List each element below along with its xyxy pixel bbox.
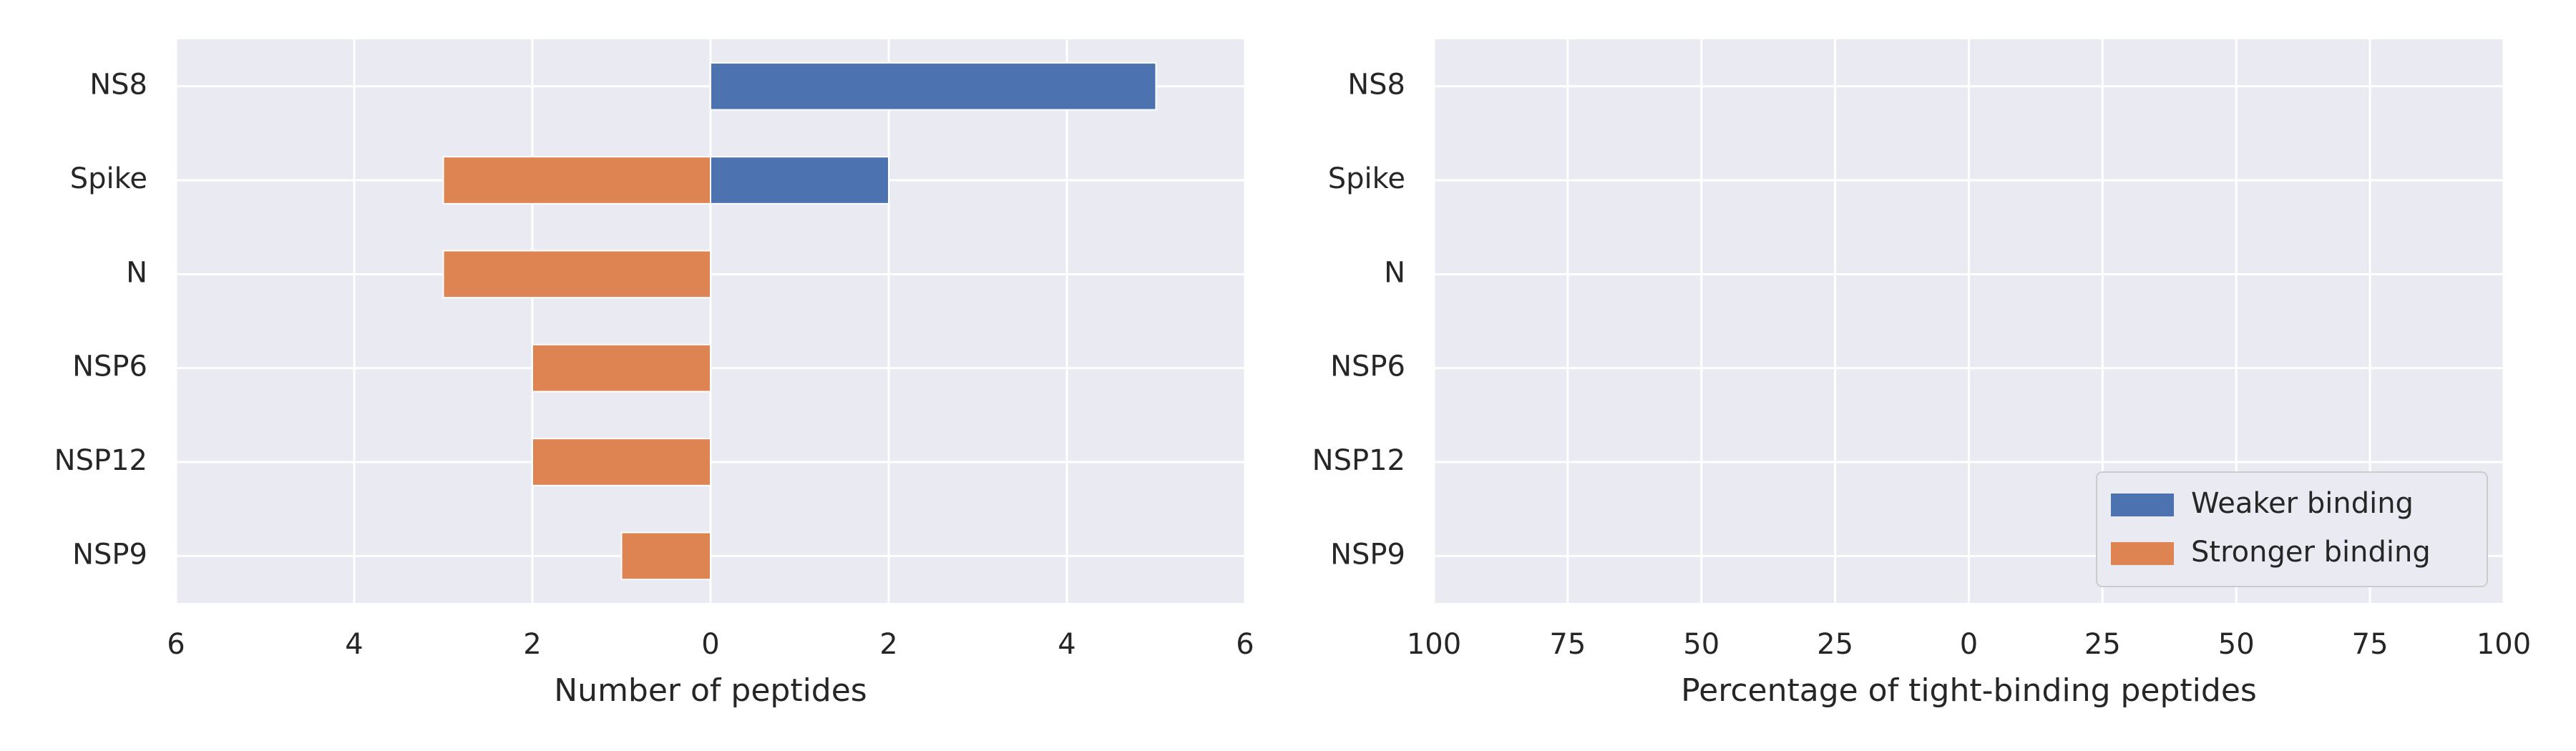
y-tick-label: NSP12 xyxy=(54,444,147,477)
legend-label: Weaker binding xyxy=(2191,487,2414,520)
legend-label: Stronger binding xyxy=(2191,536,2431,569)
legend-swatch xyxy=(2111,542,2174,565)
y-tick-label: NSP6 xyxy=(1330,350,1405,383)
bar xyxy=(710,62,1157,111)
y-tick-label: N xyxy=(126,256,147,289)
x-tick-label: 4 xyxy=(1058,628,1075,661)
x-tick-label: 50 xyxy=(2218,628,2255,661)
bar xyxy=(710,156,889,205)
y-tick-label: NS8 xyxy=(89,69,147,102)
bar xyxy=(532,438,711,486)
y-tick-label: NSP9 xyxy=(72,538,147,571)
x-tick-label: 25 xyxy=(1817,628,1853,661)
y-tick-label: N xyxy=(1384,256,1405,289)
x-tick-label: 100 xyxy=(2477,628,2531,661)
bar xyxy=(532,343,711,393)
x-tick-label: 2 xyxy=(523,628,541,661)
x-tick-label: 6 xyxy=(1236,628,1254,661)
y-tick-label: NSP9 xyxy=(1330,538,1405,571)
x-tick-label: 75 xyxy=(1549,628,1586,661)
y-tick-label: Spike xyxy=(70,162,147,195)
x-tick-label: 2 xyxy=(879,628,897,661)
y-tick-label: NS8 xyxy=(1347,69,1405,102)
x-tick-label: 4 xyxy=(345,628,363,661)
y-tick-label: NSP6 xyxy=(72,350,147,383)
x-tick-label: 25 xyxy=(2084,628,2121,661)
x-axis-label: Percentage of tight-binding peptides xyxy=(1681,672,2257,709)
legend-box xyxy=(2096,471,2488,587)
bar xyxy=(620,531,711,581)
y-tick-label: Spike xyxy=(1328,162,1405,195)
x-tick-label: 50 xyxy=(1683,628,1719,661)
y-tick-label: NSP12 xyxy=(1312,444,1405,477)
x-axis-label: Number of peptides xyxy=(554,672,867,709)
legend-swatch xyxy=(2111,494,2174,516)
x-tick-label: 75 xyxy=(2352,628,2389,661)
x-tick-label: 100 xyxy=(1407,628,1461,661)
x-tick-label: 0 xyxy=(701,628,719,661)
bar xyxy=(442,250,711,299)
x-tick-label: 6 xyxy=(167,628,185,661)
bar xyxy=(442,156,711,205)
x-tick-label: 0 xyxy=(1960,628,1978,661)
